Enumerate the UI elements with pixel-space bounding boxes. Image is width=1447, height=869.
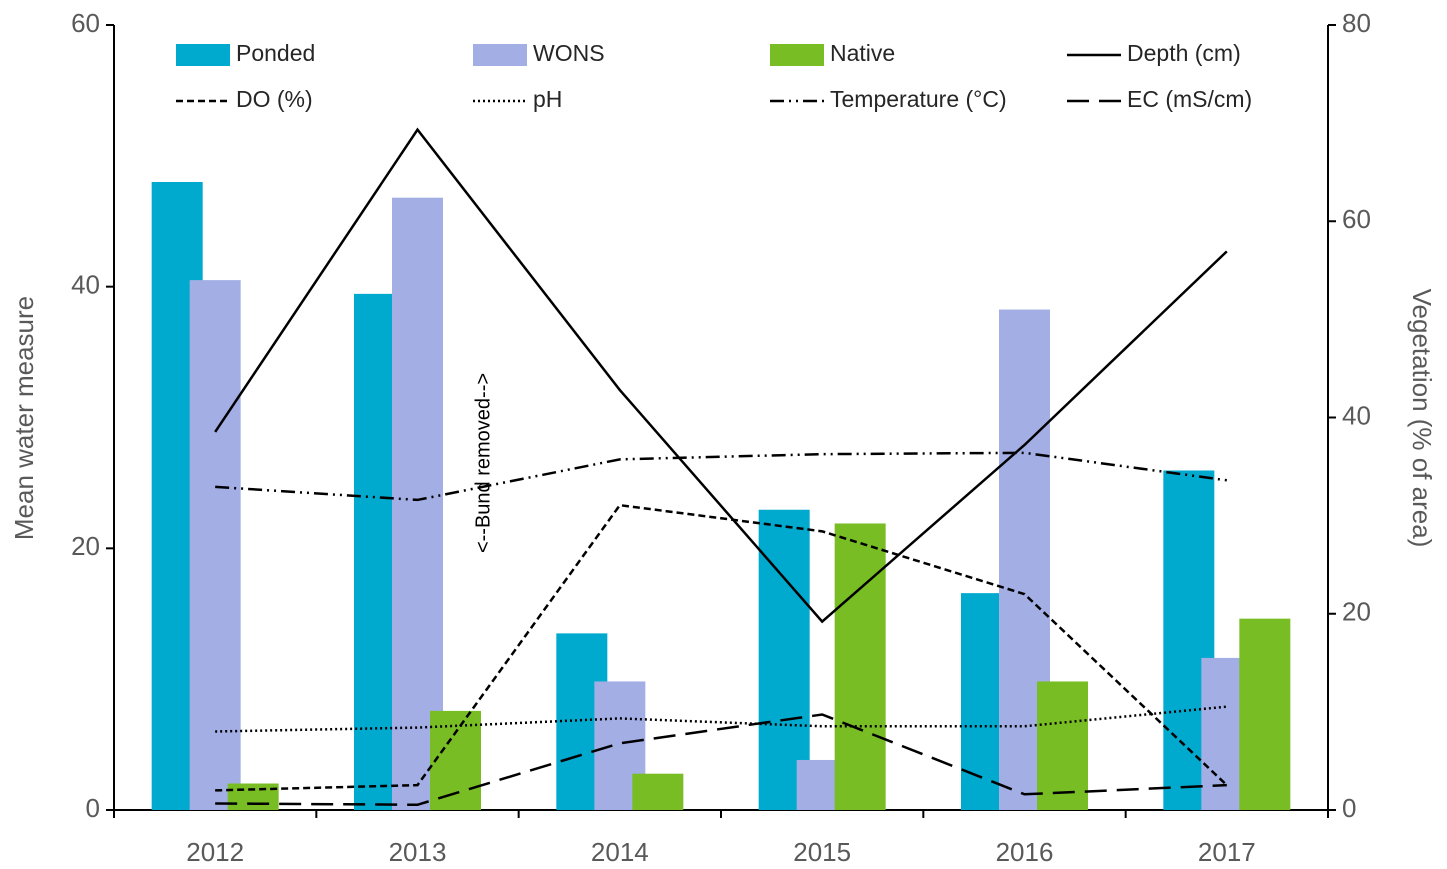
y2-tick-label: 0	[1342, 793, 1356, 823]
bar	[227, 783, 279, 810]
y-tick-label: 60	[71, 8, 100, 38]
bar	[632, 773, 684, 810]
legend-label: Temperature (°C)	[830, 86, 1007, 112]
bar	[834, 523, 886, 810]
y2-tick-label: 80	[1342, 8, 1371, 38]
x-tick-label: 2014	[591, 837, 649, 867]
legend-label: Depth (cm)	[1127, 40, 1241, 66]
legend-swatch	[770, 44, 824, 66]
x-tick-label: 2013	[389, 837, 447, 867]
legend-label: pH	[533, 86, 562, 112]
line	[214, 127, 1228, 624]
bar	[1037, 681, 1088, 810]
y2-tick-label: 20	[1342, 597, 1371, 627]
line	[215, 705, 1227, 733]
line	[215, 503, 1228, 792]
line	[215, 451, 1227, 502]
bar	[1239, 618, 1291, 810]
y2-tick-label: 40	[1342, 400, 1371, 430]
bar	[392, 197, 443, 810]
x-tick-label: 2016	[996, 837, 1054, 867]
legend-label: WONS	[533, 40, 605, 66]
x-tick-label: 2015	[793, 837, 851, 867]
legend-label: Native	[830, 40, 895, 66]
legend-label: DO (%)	[236, 86, 313, 112]
x-tick-label: 2012	[186, 837, 244, 867]
y2-axis-title: Vegetation (% of area)	[1407, 289, 1437, 548]
legend-swatch	[473, 44, 527, 66]
legend-label: EC (mS/cm)	[1127, 86, 1252, 112]
y-tick-label: 0	[86, 793, 100, 823]
y2-tick-label: 60	[1342, 204, 1371, 234]
line	[215, 713, 1227, 807]
y-tick-label: 20	[71, 531, 100, 561]
y-axis-title: Mean water measure	[9, 296, 39, 540]
legend-swatch	[176, 44, 230, 66]
bar	[189, 280, 241, 810]
x-tick-label: 2017	[1198, 837, 1256, 867]
annotation: <--Bund removed-->	[472, 373, 494, 553]
legend-label: Ponded	[236, 40, 315, 66]
y-tick-label: 40	[71, 270, 100, 300]
